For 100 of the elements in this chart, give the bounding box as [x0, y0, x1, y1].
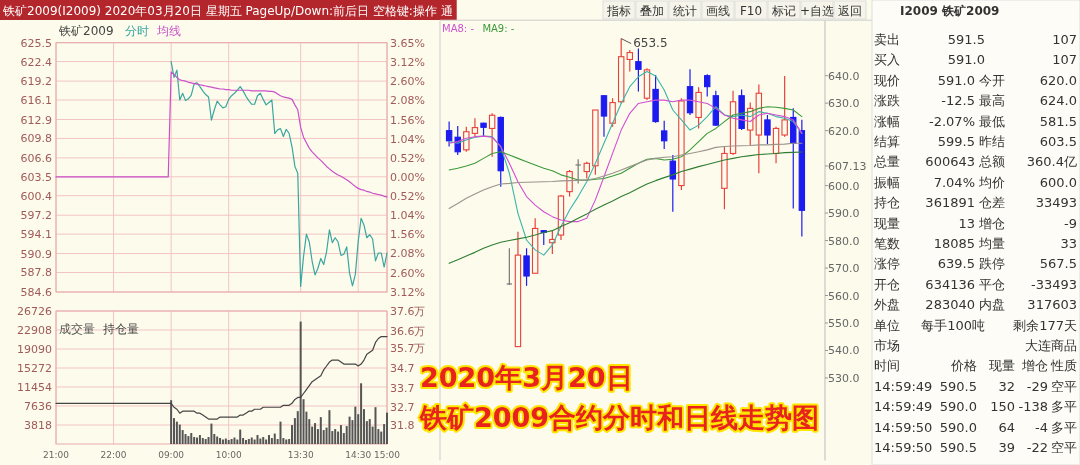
y2-tick-label: 34.7: [390, 361, 415, 375]
bar: [354, 406, 357, 444]
text: 振幅 7.04% 均价 600.0: [874, 174, 1077, 190]
y-tick-label: 26726: [17, 305, 52, 318]
text: I2009 铁矿2009: [900, 4, 1000, 18]
bar: [273, 433, 276, 444]
bar: [328, 410, 331, 444]
bar: [184, 434, 187, 444]
bar: [279, 421, 282, 444]
text: 现量 13 增仓 -9: [874, 215, 1077, 231]
text: 外盘 283040 内盘 317603: [874, 297, 1077, 313]
text: 持仓量: [103, 322, 139, 336]
y-tick-label: 606.6: [20, 151, 52, 165]
text: 开仓 634136 平仓 -33493: [874, 276, 1077, 292]
x-tick-label: 14:30: [345, 450, 372, 460]
candlestick: [704, 73, 711, 98]
bar: [299, 321, 302, 444]
bar: [256, 435, 259, 444]
y-tick-label: 580.0: [828, 234, 860, 248]
y-tick-label: 619.2: [20, 75, 52, 89]
y-tick-label: 15272: [17, 362, 52, 375]
line-series: [55, 71, 388, 198]
bar: [190, 433, 193, 444]
candlestick: [635, 47, 642, 93]
y-tick-label: 530.0: [828, 371, 860, 385]
bar: [175, 421, 178, 444]
y-tick-label: 22908: [17, 324, 52, 337]
bar: [201, 438, 204, 444]
x-tick-label: 15:00: [374, 450, 401, 460]
bar: [170, 400, 173, 444]
text: 买入 591.0 107: [874, 52, 1077, 68]
y2-tick-label: 36.6万: [390, 324, 426, 338]
y2-tick-label: 1.04%: [390, 209, 425, 223]
y-tick-label: 616.1: [20, 94, 52, 107]
bar: [270, 438, 273, 444]
y2-tick-label: 2.08%: [390, 247, 425, 261]
text: 总量 600643 总额 360.4亿: [874, 154, 1077, 170]
y-tick-label: 597.2: [20, 209, 52, 223]
bar: [339, 425, 342, 444]
chart-title: 铁矿2009(I2009) 2020年03月20日 星期五 PageUp/Down:前后日 空格键:操作 通: [2, 3, 453, 18]
line-series: [55, 335, 388, 420]
text: 市场 大连商品: [874, 338, 1077, 353]
text: MA9: -: [482, 22, 515, 34]
text: 时间 价格 现量 增仓 性质: [874, 358, 1077, 374]
text: 单位 每手100吨 剩余177天: [874, 317, 1077, 333]
y2-tick-label: 0.52%: [390, 151, 425, 165]
bar: [360, 383, 363, 444]
text: 卖出 591.5 107: [874, 32, 1077, 47]
bar: [193, 437, 196, 444]
y-tick-label: 587.8: [20, 266, 52, 280]
bar: [227, 440, 230, 444]
y2-tick-label: 1.04%: [390, 132, 425, 146]
bar: [259, 438, 262, 444]
bar: [247, 439, 250, 444]
y-tick-label: 3818: [24, 419, 52, 432]
bar: [230, 439, 233, 444]
y2-tick-label: 3.65%: [390, 36, 425, 50]
y2-tick-label: 1.56%: [390, 228, 425, 242]
y-tick-label: 590.9: [20, 247, 52, 261]
candlestick: [445, 120, 453, 148]
candlestick: [609, 97, 616, 128]
text: 结算 599.5 昨结 603.5: [874, 134, 1077, 149]
x-tick-label: 09:00: [158, 450, 185, 460]
candlestick: [506, 247, 513, 286]
y-tick-label: 570.0: [828, 262, 860, 276]
text: 分时: [124, 23, 149, 38]
y2-tick-label: 3.12%: [390, 285, 425, 299]
y-tick-label: 19090: [17, 343, 52, 356]
text: 涨停 639.5 跌停 567.5: [874, 256, 1077, 272]
bar: [348, 416, 351, 444]
bar: [334, 429, 337, 444]
candlestick: [488, 112, 496, 158]
bar: [216, 436, 219, 444]
bar: [374, 407, 377, 444]
candlestick: [566, 169, 573, 198]
bar: [210, 423, 213, 444]
y-tick-label: 640.0: [828, 69, 860, 83]
y-tick-label: 550.0: [828, 316, 860, 330]
bar: [239, 429, 242, 444]
text: 14:59:49 590.0 150 -138 多平: [874, 399, 1077, 415]
text: 成交量: [59, 322, 95, 336]
text: 现价 591.0 今开 620.0: [874, 72, 1077, 88]
candlestick: [574, 158, 582, 184]
y-tick-label: 600.0: [828, 179, 860, 193]
y-tick-label: 594.1: [20, 228, 52, 242]
x-tick-label: 10:00: [215, 450, 242, 460]
text: 均线: [155, 23, 181, 38]
y2-tick-label: 2.60%: [390, 266, 425, 280]
y-tick-label: 7636: [24, 400, 52, 413]
annotation: 653.5: [633, 35, 668, 50]
y2-tick-label: 1.56%: [390, 113, 425, 127]
y-tick-label: 609.8: [20, 132, 52, 146]
line-series: [170, 61, 388, 288]
text: MA8: -: [442, 22, 475, 34]
y2-tick-label: 37.6万: [390, 305, 426, 318]
y2-tick-label: 33.7: [390, 381, 415, 395]
bar: [204, 439, 207, 444]
bar: [386, 412, 388, 444]
text: 持仓 361891 仓差 33493: [874, 195, 1077, 211]
text: 涨跌 -12.5 最高 624.0: [874, 93, 1077, 109]
